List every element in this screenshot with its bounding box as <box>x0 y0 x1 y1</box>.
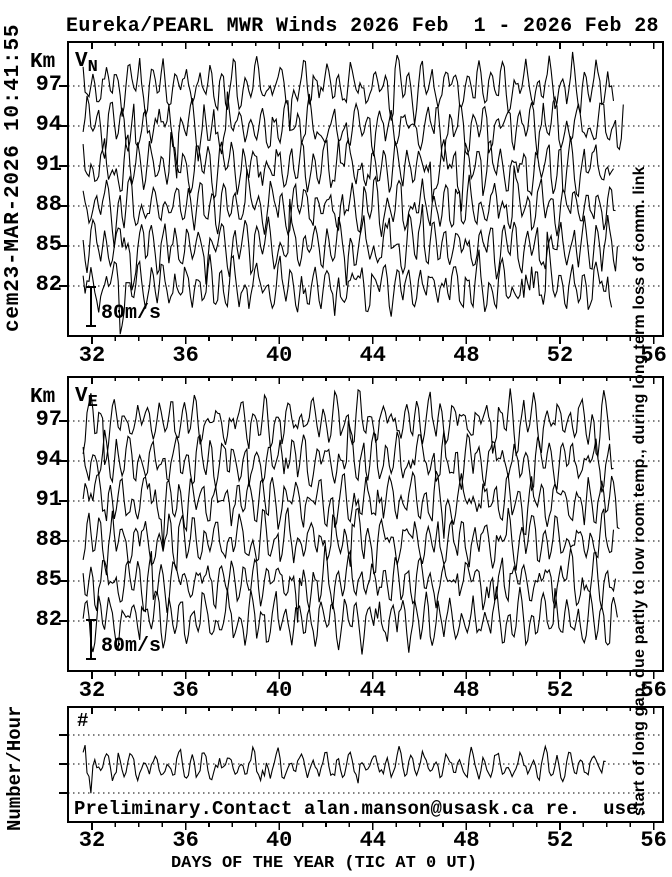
x-tick-label-day: 44 <box>359 678 386 703</box>
y-tick-label-km: 88 <box>35 192 62 217</box>
x-tick-label-day: 56 <box>640 343 667 368</box>
wind-trace-97km <box>82 51 615 132</box>
y-tick-label-km: 91 <box>35 487 62 512</box>
trace-group-counts <box>82 744 606 794</box>
wind-trace-94km <box>82 91 624 179</box>
wind-trace-85km <box>82 545 617 623</box>
y-tick-label-km: 94 <box>35 447 62 472</box>
y-tick-label-km: 88 <box>35 527 62 552</box>
trace-group-V_E <box>82 388 620 655</box>
x-tick-label-day: 40 <box>265 828 293 853</box>
wind-trace-82km <box>82 586 618 655</box>
y-tick-label-km: 94 <box>35 112 62 137</box>
x-tick-label-day: 44 <box>359 343 386 368</box>
x-tick-label-day: 48 <box>453 828 480 853</box>
x-tick-label-day: 40 <box>265 678 293 703</box>
y-tick-label-km: 82 <box>35 607 62 632</box>
x-tick-label-day: 32 <box>78 343 106 368</box>
x-tick-label-day: 44 <box>359 828 386 853</box>
x-tick-label-day: 56 <box>640 678 667 703</box>
count-trace <box>82 744 606 794</box>
wind-trace-82km <box>82 231 613 335</box>
vn-label-subscript: N <box>87 58 98 78</box>
y-tick-label-km: 85 <box>35 567 62 592</box>
x-tick-label-day: 32 <box>78 828 106 853</box>
panel-frame-V_N <box>67 41 664 337</box>
wind-trace-94km <box>82 420 614 493</box>
number-per-hour-axis-label: Number/Hour <box>4 705 26 831</box>
x-tick-label-day: 52 <box>546 343 574 368</box>
wind-trace-88km <box>82 166 616 248</box>
x-axis-title: DAYS OF THE YEAR (TIC AT 0 UT) <box>170 854 478 873</box>
scale-bar-label-ve: 80m/s <box>101 635 162 658</box>
panel-frame-V_E <box>67 376 664 672</box>
x-tick-label-day: 52 <box>546 828 574 853</box>
y-tick-label-km: 85 <box>35 232 62 257</box>
wind-trace-85km <box>82 198 618 291</box>
x-tick-label-day: 56 <box>640 828 667 853</box>
y-tick-label-km: 97 <box>35 72 62 97</box>
x-tick-label-day: 36 <box>172 678 199 703</box>
scale-bar-label-vn: 80m/s <box>101 302 162 325</box>
wind-trace-97km <box>82 388 611 465</box>
x-tick-label-day: 52 <box>546 678 574 703</box>
panel-vn-label: VN <box>75 50 98 77</box>
trace-group-V_N <box>82 51 624 335</box>
y-tick-label-km: 91 <box>35 152 62 177</box>
km-axis-label-vn: Km <box>30 51 56 74</box>
y-tick-label-km: 97 <box>35 407 62 432</box>
panel-count-label: # <box>77 710 89 732</box>
ve-label-letter: V <box>75 385 88 408</box>
panel-ve-label: VE <box>75 385 98 412</box>
x-tick-label-day: 36 <box>172 343 199 368</box>
wind-trace-91km <box>82 470 620 550</box>
x-tick-label-day: 32 <box>78 678 106 703</box>
x-tick-label-day: 40 <box>265 343 293 368</box>
x-tick-label-day: 48 <box>453 678 480 703</box>
y-tick-label-km: 82 <box>35 272 62 297</box>
vn-label-letter: V <box>75 50 88 73</box>
wind-trace-88km <box>82 507 615 576</box>
x-tick-label-day: 36 <box>172 828 199 853</box>
km-axis-label-ve: Km <box>30 386 56 409</box>
preliminary-contact-note: Preliminary.Contact alan.manson@usask.ca… <box>74 798 650 820</box>
chart-title: Eureka/PEARL MWR Winds 2026 Feb 1 - 2026… <box>66 15 659 38</box>
wind-trace-91km <box>82 132 614 212</box>
ve-label-subscript: E <box>87 393 98 413</box>
x-tick-label-day: 48 <box>453 343 480 368</box>
